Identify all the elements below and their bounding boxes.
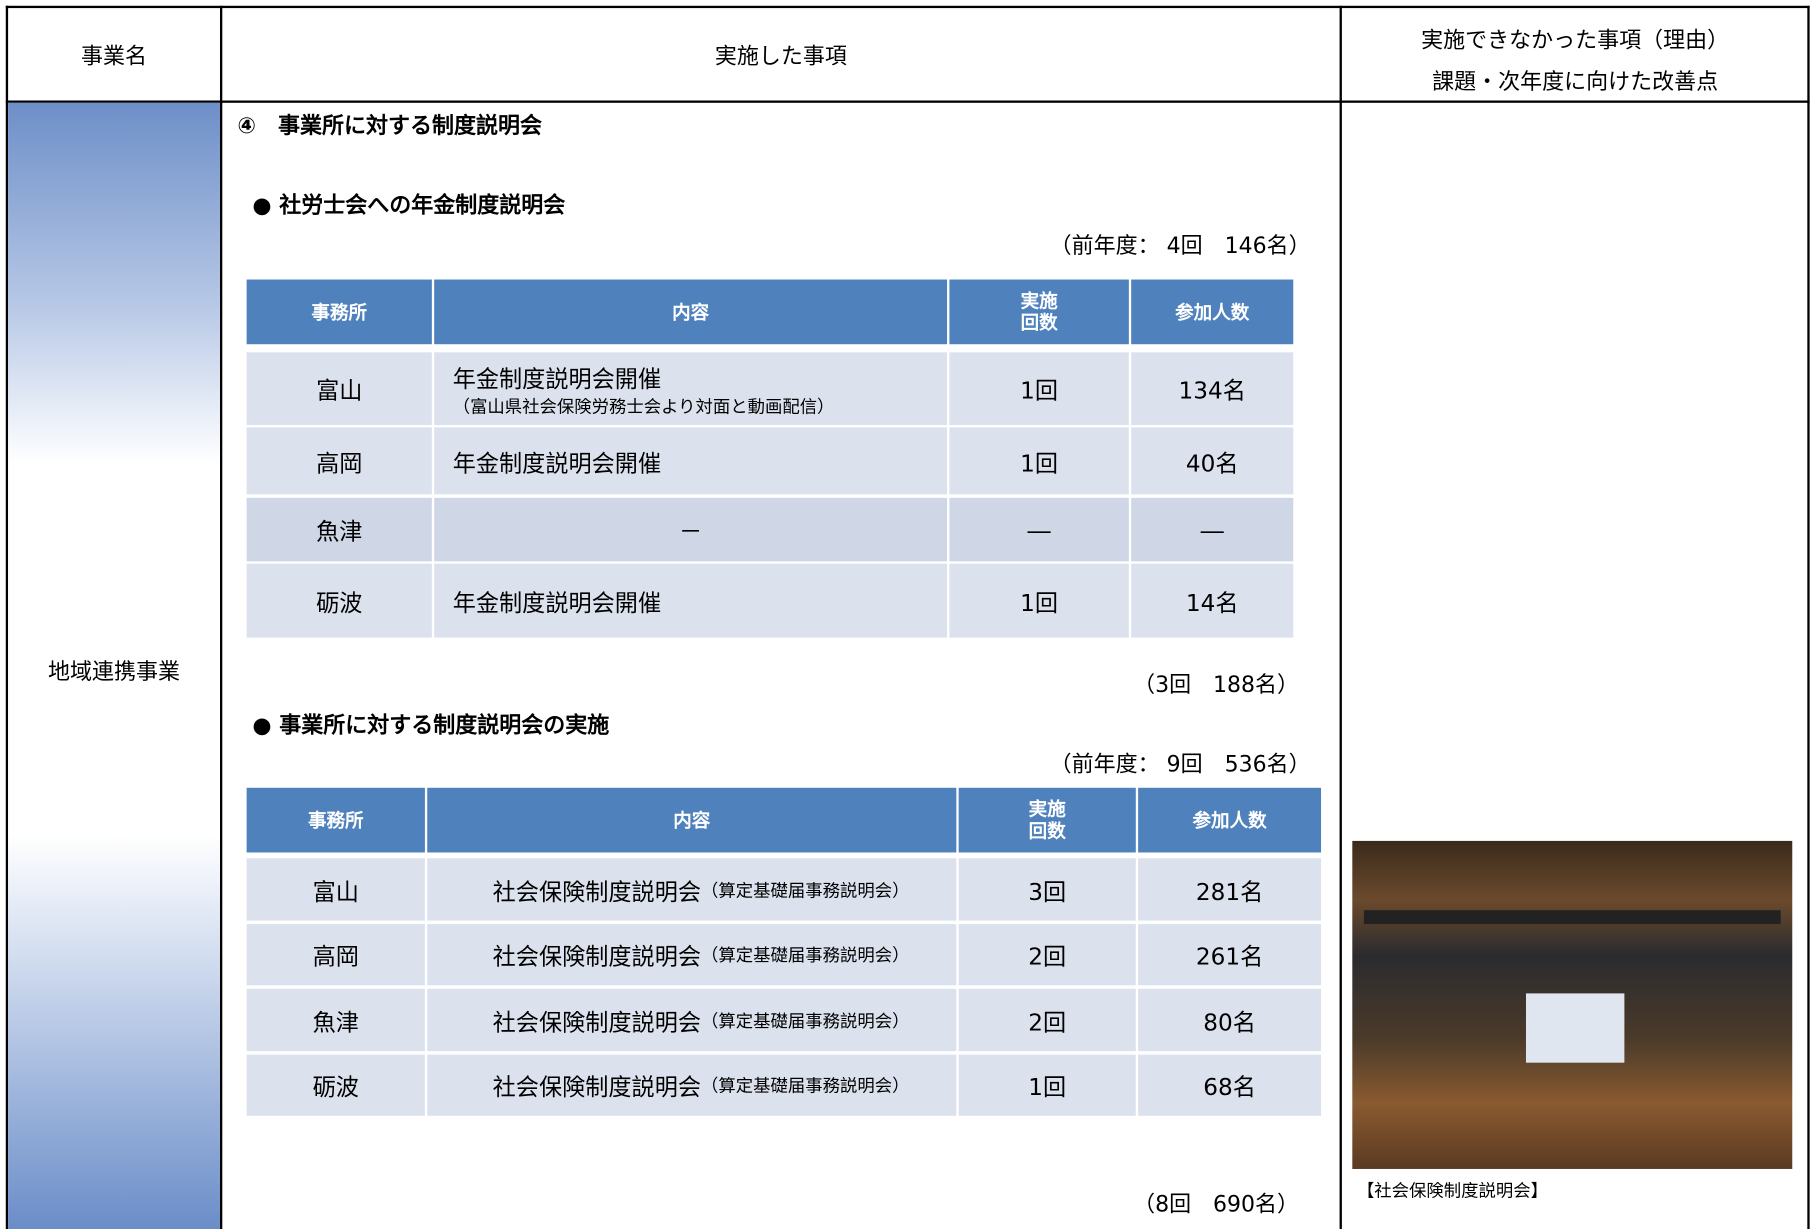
photo-caption: 【社会保険制度説明会】 (1357, 1178, 1548, 1202)
header-line: 回数 (1029, 820, 1066, 842)
cell: 富山 (247, 858, 425, 920)
column-header: 参加人数 (1131, 280, 1293, 345)
cell: 高岡 (247, 924, 425, 985)
cell-text: 社会保険制度説明会 (493, 1068, 701, 1101)
cell-note: （算定基礎届事務説明会） (701, 943, 909, 967)
header-line: 回数 (1021, 312, 1058, 334)
cell: 魚津 (247, 498, 432, 562)
cell: 年金制度説明会開催 (434, 564, 947, 638)
cell: 富山 (247, 352, 432, 425)
subsection-heading: ● 社労士会への年金制度説明会 (252, 188, 565, 219)
cell: 魚津 (247, 989, 425, 1051)
column-header: 参加人数 (1138, 788, 1321, 853)
cell-text: 社会保険制度説明会 (493, 938, 701, 971)
cell-text: 年金制度説明会開催 (453, 584, 661, 617)
subsection-heading: ● 事業所に対する制度説明会の実施 (252, 708, 609, 739)
total: （3回 188名） (1133, 668, 1299, 699)
cell: 1回 (949, 427, 1128, 494)
header-line: 実施 (1029, 798, 1066, 820)
cell: 14名 (1131, 564, 1293, 638)
cell-text: 社会保険制度説明会 (493, 873, 701, 906)
header-line: 実施 (1021, 290, 1058, 312)
header-line: 実施できなかった事項（理由） (1342, 20, 1809, 62)
cell: 3回 (959, 858, 1136, 920)
cell: 社会保険制度説明会（算定基礎届事務説明会） (427, 924, 956, 985)
header-line: 課題・次年度に向けた改善点 (1342, 61, 1809, 103)
cell: 261名 (1138, 924, 1321, 985)
column-header: 事務所 (247, 788, 425, 853)
cell-text: 社会保険制度説明会 (493, 1003, 701, 1036)
cell: 1回 (959, 1055, 1136, 1116)
cell: － (434, 498, 947, 562)
section-title: ④ 事業所に対する制度説明会 (237, 109, 542, 140)
cell-note: （算定基礎届事務説明会） (701, 1073, 909, 1097)
cell: 砺波 (247, 1055, 425, 1116)
column-header: 内容 (427, 788, 956, 853)
rule (220, 6, 222, 1229)
cell: 1回 (949, 352, 1128, 425)
total: （8回 690名） (1133, 1187, 1299, 1218)
header-cell: 実施できなかった事項（理由） 課題・次年度に向けた改善点 (1342, 20, 1809, 103)
cell: 1回 (949, 564, 1128, 638)
cell: 砺波 (247, 564, 432, 638)
column-header: 実施回数 (959, 788, 1136, 853)
cell: 年金制度説明会開催 (434, 427, 947, 494)
header-cell: 実施した事項 (222, 8, 1339, 100)
column-header: 実施回数 (949, 280, 1128, 345)
cell: 社会保険制度説明会（算定基礎届事務説明会） (427, 858, 956, 920)
cell: 年金制度説明会開催（富山県社会保険労務士会より対面と動画配信） (434, 352, 947, 425)
cell: ― (949, 498, 1128, 562)
cell-note: （算定基礎届事務説明会） (701, 1008, 909, 1032)
cell: 2回 (959, 924, 1136, 985)
cell-note: （富山県社会保険労務士会より対面と動画配信） (453, 393, 835, 417)
cell-note: （算定基礎届事務説明会） (701, 877, 909, 901)
column-header: 事務所 (247, 280, 432, 345)
rule (1340, 6, 1342, 1229)
cell: 2回 (959, 989, 1136, 1051)
header-cell: 事業名 (8, 8, 220, 100)
cell-text: 年金制度説明会開催 (453, 360, 661, 393)
cell: 281名 (1138, 858, 1321, 920)
cell: 80名 (1138, 989, 1321, 1051)
cell-text: 年金制度説明会開催 (453, 444, 661, 477)
cell: 社会保険制度説明会（算定基礎届事務説明会） (427, 1055, 956, 1116)
cell: 社会保険制度説明会（算定基礎届事務説明会） (427, 989, 956, 1051)
photo (1352, 841, 1792, 1169)
previous-year: （前年度： 4回 146名） (1050, 229, 1311, 260)
photo-screen (1526, 993, 1624, 1062)
previous-year: （前年度： 9回 536名） (1050, 747, 1311, 778)
cell: 134名 (1131, 352, 1293, 425)
cell: ― (1131, 498, 1293, 562)
cell: 高岡 (247, 427, 432, 494)
row-label: 地域連携事業 (8, 653, 220, 688)
cell: 40名 (1131, 427, 1293, 494)
column-header: 内容 (434, 280, 947, 345)
page: 事業名 実施した事項 実施できなかった事項（理由） 課題・次年度に向けた改善点 … (0, 0, 1812, 1229)
cell: 68名 (1138, 1055, 1321, 1116)
photo-lights (1364, 910, 1781, 924)
